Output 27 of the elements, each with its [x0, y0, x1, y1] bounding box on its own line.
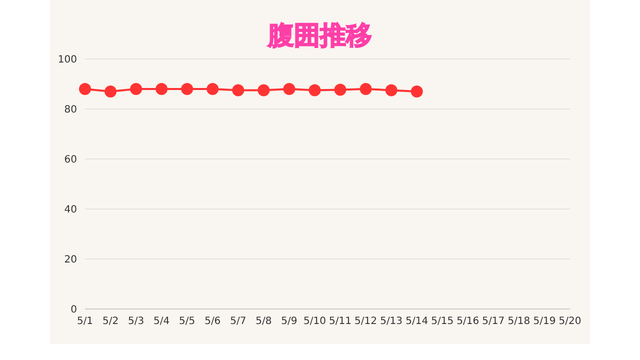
x-tick-label: 5/18 [508, 316, 530, 328]
x-tick-label: 5/2 [102, 316, 119, 328]
x-tick-label: 5/15 [431, 316, 454, 328]
x-tick-label: 5/3 [128, 316, 144, 328]
y-tick-label: 0 [70, 304, 77, 316]
y-tick-label: 100 [58, 54, 77, 66]
x-tick-label: 5/9 [281, 316, 298, 328]
x-tick-label: 5/8 [256, 316, 272, 328]
x-tick-label: 5/17 [482, 316, 505, 328]
x-tick-label: 5/14 [406, 316, 428, 328]
y-tick-label: 80 [64, 104, 77, 116]
x-tick-label: 5/7 [230, 316, 246, 328]
x-tick-label: 5/19 [533, 316, 556, 328]
y-tick-label: 20 [64, 254, 77, 266]
x-tick-label: 5/20 [558, 316, 582, 328]
x-tick-label: 5/6 [204, 316, 221, 328]
x-tick-label: 5/10 [304, 316, 326, 328]
chart-title: 腹囲推移 [266, 20, 373, 53]
x-tick-label: 5/16 [456, 316, 480, 328]
y-tick-label: 60 [64, 154, 77, 166]
y-tick-label: 40 [64, 204, 77, 216]
x-tick-label: 5/5 [179, 316, 196, 328]
x-tick-label: 5/11 [329, 316, 352, 328]
x-tick-label: 5/4 [154, 316, 170, 328]
x-tick-label: 5/13 [380, 316, 403, 328]
x-tick-label: 5/1 [76, 316, 94, 328]
x-tick-label: 5/12 [354, 316, 378, 328]
